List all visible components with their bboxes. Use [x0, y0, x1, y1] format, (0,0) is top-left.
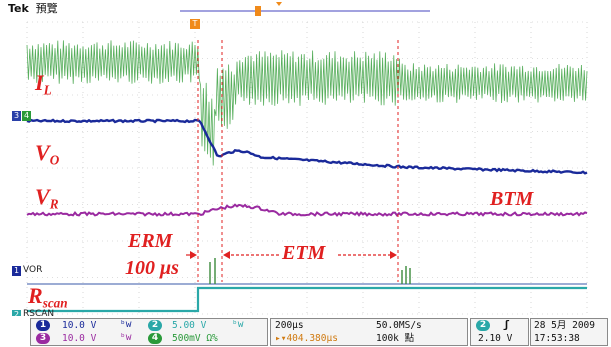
etm-label: ETM [282, 242, 326, 264]
btm-label: BTM [490, 188, 534, 210]
vo-trace [26, 118, 588, 175]
mode-text: 預覽 [35, 2, 58, 15]
timebase[interactable]: 200μs [275, 320, 304, 331]
datetime-panel [530, 318, 608, 346]
status-bar: 1 10.0 V ᵇw 2 5.00 V ᵇw 3 10.0 V ᵇw 4 50… [0, 316, 611, 347]
vo-label: VO [35, 140, 60, 168]
ch4-scale: 500mV Ω% [172, 333, 218, 344]
brand-text: Tek [8, 2, 29, 15]
trigger-slope: ʃ [503, 318, 510, 331]
ch2-scale: 5.00 V [172, 320, 207, 331]
sample-rate: 50.0MS/s [376, 320, 422, 331]
ch1-marker[interactable]: 1 [12, 266, 22, 276]
erm-time-label: 100 μs [125, 257, 179, 279]
vr-label: VR [35, 184, 59, 212]
ch3-scale: 10.0 V [62, 333, 97, 344]
trigger-arrow-icon [276, 2, 282, 6]
erm-label: ERM [128, 230, 173, 252]
ch2-marker[interactable]: 2 [12, 310, 22, 320]
brand-label: Tek 預覽 [8, 3, 58, 14]
ch3-scale-badge[interactable]: 3 [36, 333, 50, 344]
ch2-name: RSCAN [23, 309, 55, 319]
date-readout: 28 5月 2009 [534, 320, 595, 331]
arrow-right-icon [390, 251, 397, 259]
ch1-scale-badge[interactable]: 1 [36, 320, 50, 331]
vr-trace [26, 203, 588, 217]
il-trace [26, 40, 588, 166]
record-length: 100k 點 [376, 333, 415, 344]
ch3-marker[interactable]: 3 [12, 111, 22, 121]
rscan-label: Rscan [28, 283, 68, 311]
ch2-bw: ᵇw [232, 319, 244, 330]
il-label: IL [35, 70, 52, 98]
ch1-scale: 10.0 V [62, 320, 97, 331]
trigger-position-marker[interactable]: T [190, 19, 200, 29]
ch1-name: VOR [23, 265, 43, 275]
timebase-panel [270, 318, 468, 346]
ch2-scale-badge[interactable]: 2 [148, 320, 162, 331]
ch1-bw: ᵇw [120, 319, 132, 330]
ch3-bw: ᵇw [120, 332, 132, 343]
trigger-channel-badge[interactable]: 2 [476, 320, 490, 331]
ch4-marker[interactable]: 4 [22, 111, 32, 121]
rscan-trace [27, 286, 587, 313]
ch4-scale-badge[interactable]: 4 [148, 333, 162, 344]
trigger-level[interactable]: 2.10 V [478, 333, 513, 344]
record-view-window [255, 6, 261, 16]
arrow-left-icon [223, 251, 230, 259]
trigger-position[interactable]: ▸▾404.380μs [275, 333, 338, 344]
arrow-right-icon [190, 251, 197, 259]
time-readout: 17:53:38 [534, 333, 580, 344]
